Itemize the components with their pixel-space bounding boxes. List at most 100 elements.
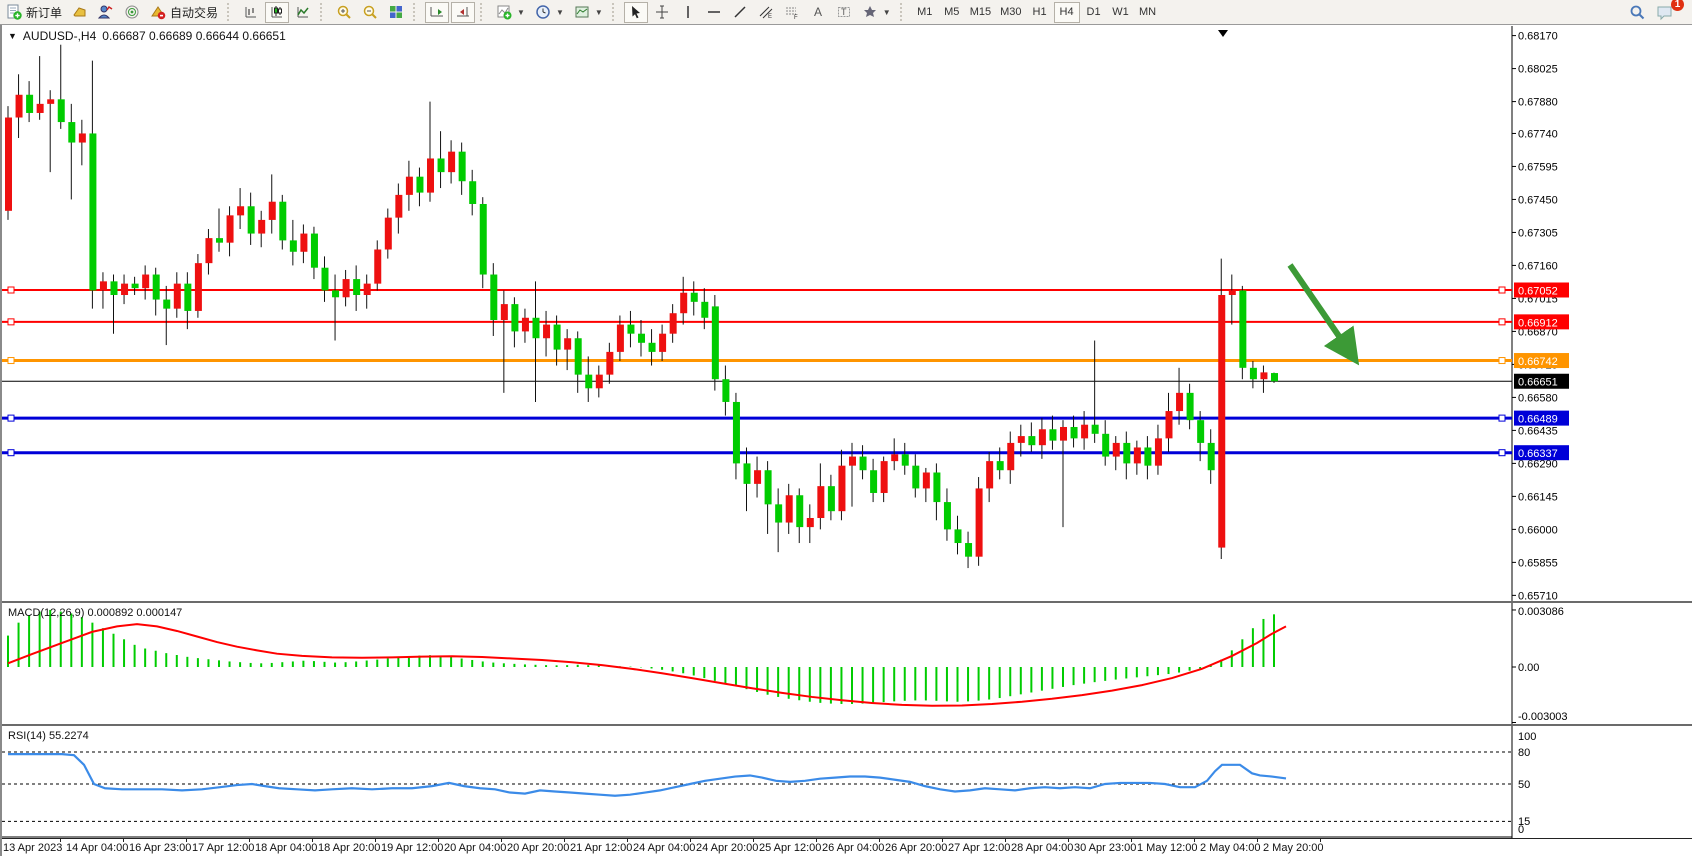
timeframe-button-w1[interactable]: W1 [1108, 2, 1134, 23]
chart-shift-button[interactable] [451, 1, 476, 23]
vertical-line-button[interactable] [676, 2, 700, 23]
candle-body [1249, 367, 1257, 380]
arrows-button[interactable]: ▼ [858, 2, 895, 23]
tile-windows-button[interactable] [384, 2, 408, 23]
new-order-button[interactable]: 新订单 [2, 2, 66, 23]
crosshair-icon [654, 4, 670, 20]
charts-button[interactable] [68, 2, 92, 23]
toolbar-grip [227, 3, 234, 21]
candle-body [764, 470, 772, 505]
time-axis-label: 2 May 04:00 [1200, 842, 1261, 854]
candle-body [205, 238, 213, 264]
chart-symbol-period: AUDUSD-,H4 [22, 29, 97, 43]
candle-body [384, 217, 392, 250]
line-handle[interactable] [1498, 357, 1506, 365]
horizontal-line-icon [706, 4, 722, 20]
timeframe-button-m15[interactable]: M15 [966, 2, 995, 23]
line-handle[interactable] [7, 318, 15, 326]
candle-body [732, 401, 740, 464]
notification-badge: 1 [1671, 0, 1684, 11]
toolbar-grip [611, 3, 619, 21]
candle-body [1165, 411, 1173, 439]
trendline-button[interactable] [728, 2, 752, 23]
line-handle[interactable] [1498, 449, 1506, 457]
equidistant-channel-button[interactable]: E [754, 2, 778, 23]
zoom-out-button[interactable] [358, 2, 382, 23]
auto-trading-button[interactable]: 自动交易 [146, 2, 222, 23]
zoom-in-button[interactable] [332, 2, 356, 23]
text-button[interactable]: A [806, 2, 830, 23]
candlestick-chart-button[interactable] [265, 1, 290, 23]
candle-body [627, 324, 635, 334]
candle-body [817, 486, 825, 519]
text-label-button[interactable]: T [832, 2, 856, 23]
macd-panel[interactable]: 0.003086 0.00 -0.003003 MACD(12,26,9) 0.00… [2, 601, 1692, 724]
candle-body [1228, 290, 1236, 296]
line-handle[interactable] [7, 414, 15, 422]
svg-text:A: A [814, 5, 822, 19]
line-handle[interactable] [7, 286, 15, 294]
trend-arrow-annotation[interactable] [1287, 263, 1360, 366]
chart-shift-marker[interactable] [1218, 30, 1228, 37]
time-axis-tick [627, 838, 628, 842]
line-handle[interactable] [1498, 414, 1506, 422]
timeframe-button-m5[interactable]: M5 [939, 2, 965, 23]
chart-menu-arrow-icon[interactable]: ▼ [8, 31, 17, 41]
rsi-label: RSI(14) 55.2274 [8, 730, 89, 742]
candle-body [289, 240, 297, 252]
time-axis[interactable]: 13 Apr 2023 14 Apr 04:00 16 Apr 23:00 17 Ap… [2, 838, 1692, 856]
time-axis-label: 24 Apr 20:00 [696, 842, 759, 854]
time-axis-tick [1257, 838, 1258, 842]
price-label-0.67052: 0.67052 [1518, 286, 1558, 298]
fibonacci-button[interactable]: F [780, 2, 804, 23]
horizontal-line-button[interactable] [702, 2, 726, 23]
crosshair-button[interactable] [650, 2, 674, 23]
cursor-button[interactable] [623, 1, 648, 23]
auto-scroll-button[interactable] [425, 1, 450, 23]
timeframe-button-d1[interactable]: D1 [1081, 2, 1107, 23]
price-label-0.66651: 0.66651 [1518, 377, 1558, 389]
macd-signal-line [7, 623, 1287, 707]
candle-body [353, 279, 361, 296]
candle-body [57, 99, 65, 123]
line-handle[interactable] [1498, 318, 1506, 326]
timeframe-button-mn[interactable]: MN [1135, 2, 1161, 23]
text-label-icon: T [836, 4, 852, 20]
timeframe-button-h1[interactable]: H1 [1027, 2, 1053, 23]
timeframe-button-h4[interactable]: H4 [1053, 1, 1080, 23]
price-tick-label: 0.66580 [1518, 392, 1558, 404]
rsi-panel[interactable]: 100 80 50 15 0 RSI(14) 55.2274 [2, 724, 1692, 838]
timeframe-button-m1[interactable]: M1 [912, 2, 938, 23]
time-axis-label: 30 Apr 23:00 [1074, 842, 1137, 854]
line-chart-button[interactable] [291, 2, 315, 23]
candle-body [806, 518, 814, 528]
line-handle[interactable] [1498, 286, 1506, 294]
dropdown-caret-icon: ▼ [882, 7, 891, 17]
candle-body [1271, 373, 1278, 382]
candle-body [564, 338, 572, 350]
periods-button[interactable]: ▼ [531, 2, 568, 23]
search-button[interactable] [1625, 2, 1650, 23]
profiles-button[interactable] [94, 2, 118, 23]
line-handle[interactable] [7, 357, 15, 365]
timeframe-button-m30[interactable]: M30 [996, 2, 1025, 23]
market-signal-icon [124, 4, 140, 20]
templates-button[interactable]: ▼ [570, 2, 607, 23]
candle-body [173, 283, 181, 309]
candle-body [838, 465, 846, 512]
price-tick-label: 0.66145 [1518, 491, 1558, 503]
candle-body [701, 301, 709, 318]
candle-body [743, 463, 751, 484]
svg-text:E: E [768, 14, 772, 20]
time-axis-tick [942, 838, 943, 842]
line-handle[interactable] [7, 449, 15, 457]
indicators-button[interactable]: ▼ [492, 2, 529, 23]
dropdown-caret-icon: ▼ [555, 7, 564, 17]
market-signal-button[interactable] [120, 2, 144, 23]
chart-title: ▼ AUDUSD-,H4 0.66687 0.66689 0.66644 0.6… [8, 29, 286, 43]
time-axis-label: 21 Apr 12:00 [570, 842, 633, 854]
main-chart-panel[interactable]: 0.68170 0.68025 0.67880 0.67740 0.67595 0.674… [2, 26, 1692, 601]
bar-chart-button[interactable] [239, 2, 263, 23]
notifications-button[interactable]: 1 [1652, 0, 1684, 23]
